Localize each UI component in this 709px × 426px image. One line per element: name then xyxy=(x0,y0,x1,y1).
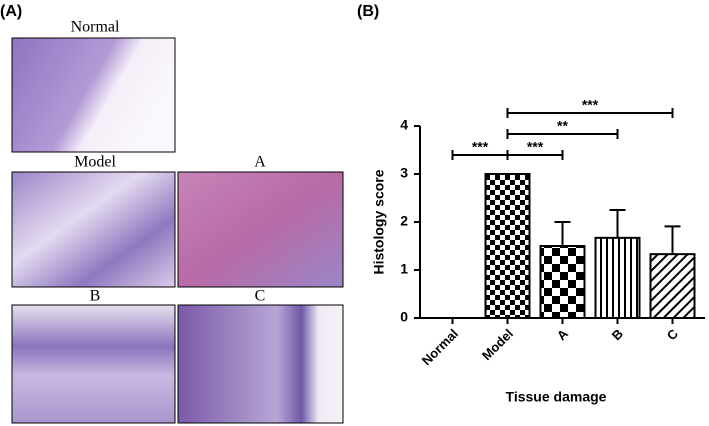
image-caption: Model xyxy=(74,154,116,171)
significance-label: ** xyxy=(557,118,568,134)
panel-label: (A) xyxy=(0,3,22,20)
panel-label: (B) xyxy=(357,3,379,20)
image-caption: C xyxy=(255,288,266,305)
bar xyxy=(649,253,696,320)
histology-image xyxy=(177,304,344,424)
bar xyxy=(539,245,586,319)
y-tick-label: 1 xyxy=(400,261,408,277)
significance-bracket xyxy=(506,108,674,118)
histology-image xyxy=(177,171,344,288)
significance-label: *** xyxy=(472,139,489,155)
x-tick-label: Normal xyxy=(419,326,461,368)
y-tick-label: 3 xyxy=(400,165,408,181)
image-caption: Normal xyxy=(71,19,120,36)
x-axis-label: Tissue damage xyxy=(506,389,607,405)
histology-image xyxy=(11,37,176,153)
histology-image xyxy=(11,171,176,288)
error-bar xyxy=(609,209,626,238)
y-axis-label: Histology score xyxy=(371,169,387,274)
histology-image xyxy=(11,304,176,424)
x-tick-label: B xyxy=(609,326,626,343)
image-caption: A xyxy=(254,154,266,171)
significance-bracket xyxy=(506,129,619,139)
x-tick-label: C xyxy=(664,326,682,344)
significance-label: *** xyxy=(582,97,599,113)
significance-label: *** xyxy=(527,139,544,155)
x-tick-label: A xyxy=(554,326,572,344)
x-tick-label: Model xyxy=(479,326,516,363)
image-caption: B xyxy=(90,288,101,305)
y-tick-label: 0 xyxy=(400,309,408,325)
y-tick-label: 4 xyxy=(400,117,408,133)
error-bar xyxy=(664,225,681,255)
bar xyxy=(484,173,531,319)
bar xyxy=(594,236,641,319)
y-tick-label: 2 xyxy=(400,213,408,229)
significance-bracket xyxy=(506,150,564,160)
error-bar xyxy=(554,221,571,246)
